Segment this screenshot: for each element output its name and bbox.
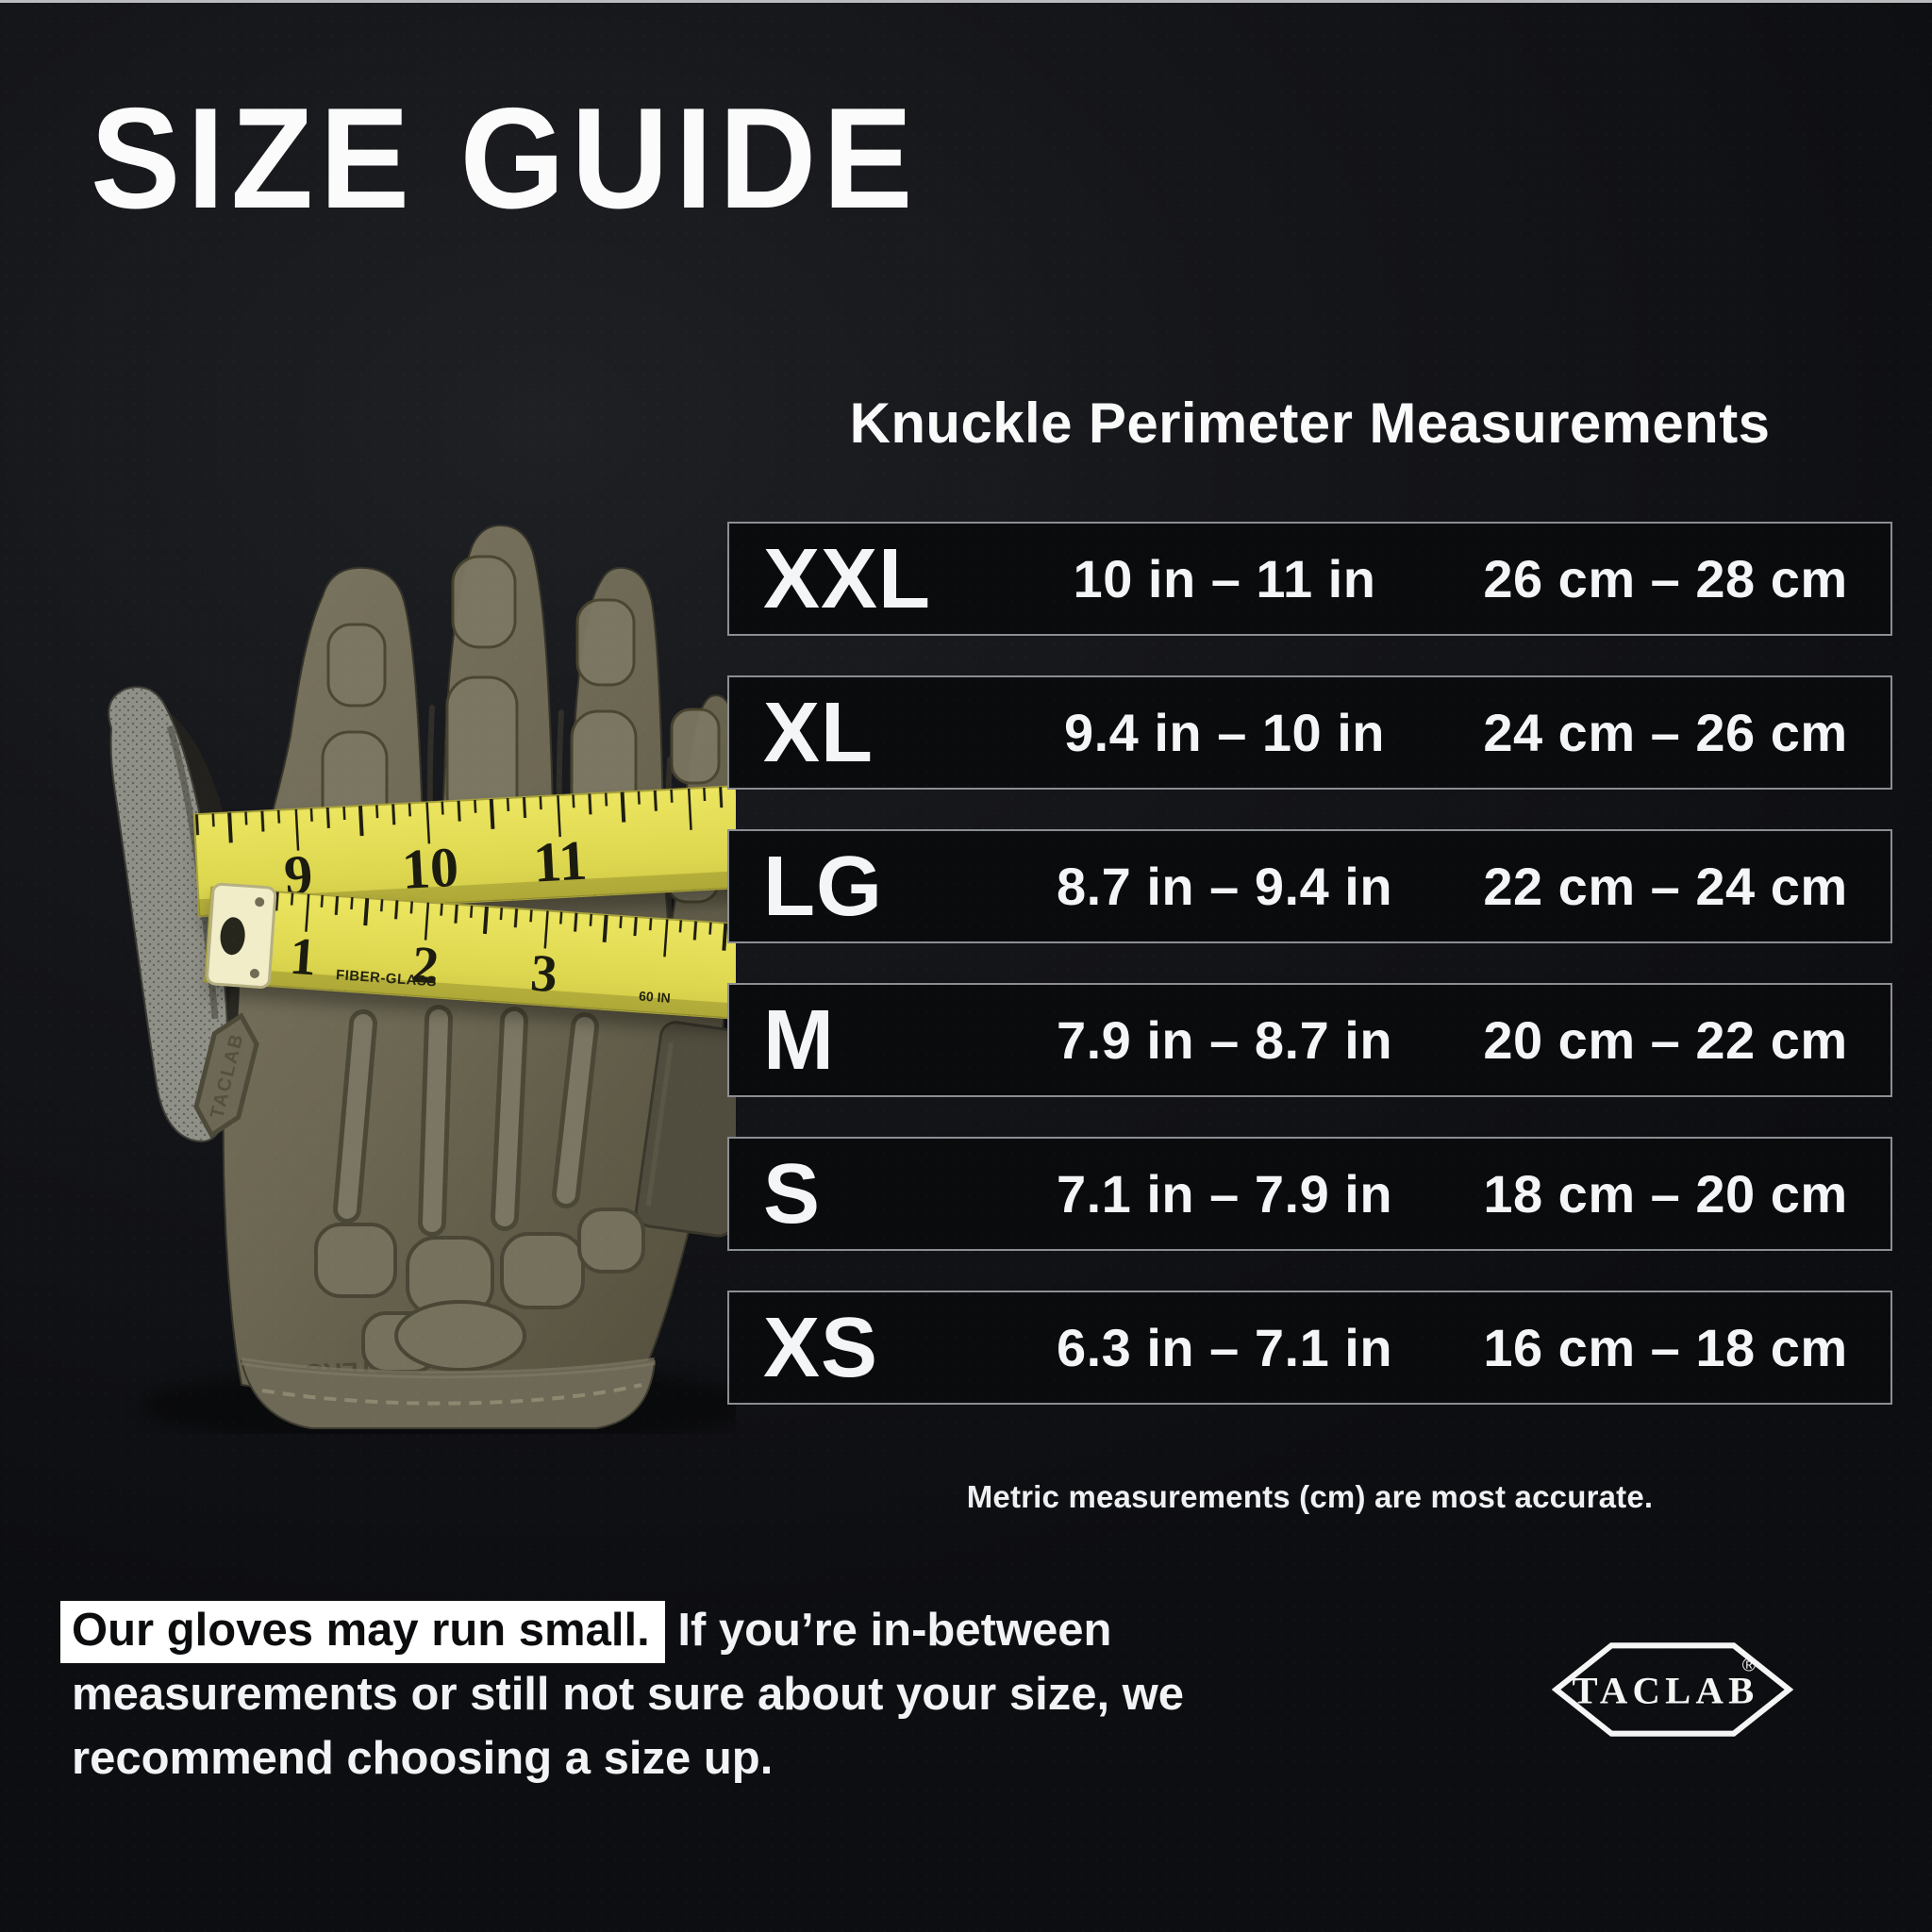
cm-range: 22 cm – 24 cm xyxy=(1483,856,1848,916)
inches-range: 7.9 in – 8.7 in xyxy=(1056,1009,1393,1070)
glove-photo-illustration: TACLAB TLRS 9 10 11 xyxy=(108,524,736,1434)
metric-note: Metric measurements (cm) are most accura… xyxy=(966,1479,1654,1514)
measuring-tape-lower-band: 1 2 3 FIBER-GLASS 60 IN xyxy=(204,882,736,1034)
size-row-s: S 7.1 in – 7.9 in 18 cm – 20 cm xyxy=(727,1137,1892,1251)
footer-line-1-rest: If you’re in-between xyxy=(664,1605,1112,1656)
cm-range: 26 cm – 28 cm xyxy=(1483,548,1848,608)
footer-highlight: Our gloves may run small. xyxy=(60,1601,665,1663)
inches-range: 8.7 in – 9.4 in xyxy=(1056,856,1393,916)
taclab-logo: TACLAB ® xyxy=(1552,1642,1793,1737)
size-label: XS xyxy=(763,1300,879,1395)
cm-range: 18 cm – 20 cm xyxy=(1483,1163,1848,1224)
footer-line-3: recommend choosing a size up. xyxy=(72,1733,774,1784)
size-row-lg: LG 8.7 in – 9.4 in 22 cm – 24 cm xyxy=(727,829,1892,943)
glove-hand-bones xyxy=(314,1005,645,1374)
tape-metal-tab xyxy=(206,882,277,989)
glove-cuff xyxy=(240,1357,657,1429)
inches-range: 7.1 in – 7.9 in xyxy=(1056,1163,1393,1224)
measuring-tape-upper-band: 9 10 11 xyxy=(192,783,736,931)
cm-range: 20 cm – 22 cm xyxy=(1483,1009,1848,1070)
size-label: XXL xyxy=(763,531,932,626)
tape-number: 3 xyxy=(528,943,558,1004)
footer-line-2: measurements or still not sure about you… xyxy=(72,1669,1185,1720)
logo-text: TACLAB xyxy=(1572,1669,1758,1711)
tape-number: 2 xyxy=(410,936,441,996)
size-row-xl: XL 9.4 in – 10 in 24 cm – 26 cm xyxy=(727,675,1892,790)
glove-badge: TACLAB xyxy=(193,1012,259,1139)
inches-range: 9.4 in – 10 in xyxy=(1063,702,1386,762)
tape-number: 11 xyxy=(532,829,589,894)
tape-number: 1 xyxy=(288,927,318,988)
inches-range: 6.3 in – 7.1 in xyxy=(1056,1317,1393,1377)
table-heading: Knuckle Perimeter Measurements xyxy=(849,391,1771,455)
size-label: XL xyxy=(763,685,874,780)
size-row-xs: XS 6.3 in – 7.1 in 16 cm – 18 cm xyxy=(727,1291,1892,1405)
size-row-xxl: XXL 10 in – 11 in 26 cm – 28 cm xyxy=(727,522,1892,636)
tape-length-label: 60 IN xyxy=(639,988,672,1005)
tape-number: 10 xyxy=(400,836,459,901)
size-label: S xyxy=(763,1146,822,1241)
footer-text: Our gloves may run small. If you’re in-b… xyxy=(60,1598,1251,1790)
inches-range: 10 in – 11 in xyxy=(1073,548,1376,608)
size-table: XXL 10 in – 11 in 26 cm – 28 cm XL 9.4 i… xyxy=(727,522,1892,1444)
logo-reg-mark: ® xyxy=(1742,1655,1757,1675)
logo-hexagon-outline xyxy=(1552,1642,1793,1737)
size-label: M xyxy=(763,992,835,1088)
size-row-m: M 7.9 in – 8.7 in 20 cm – 22 cm xyxy=(727,983,1892,1097)
page-title: SIZE GUIDE xyxy=(91,78,920,239)
cm-range: 24 cm – 26 cm xyxy=(1483,702,1848,762)
size-label: LG xyxy=(763,839,883,934)
cm-range: 16 cm – 18 cm xyxy=(1483,1317,1848,1377)
top-border-line xyxy=(0,0,1932,3)
footer-line-1: Our gloves may run small. If you’re in-b… xyxy=(60,1598,1251,1663)
